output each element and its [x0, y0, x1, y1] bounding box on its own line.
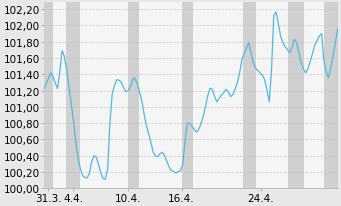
Bar	[182, 4, 193, 188]
Bar	[44, 4, 53, 188]
Bar	[128, 4, 139, 188]
Bar	[243, 4, 256, 188]
Bar	[324, 4, 338, 188]
Bar	[66, 4, 80, 188]
Bar	[288, 4, 304, 188]
